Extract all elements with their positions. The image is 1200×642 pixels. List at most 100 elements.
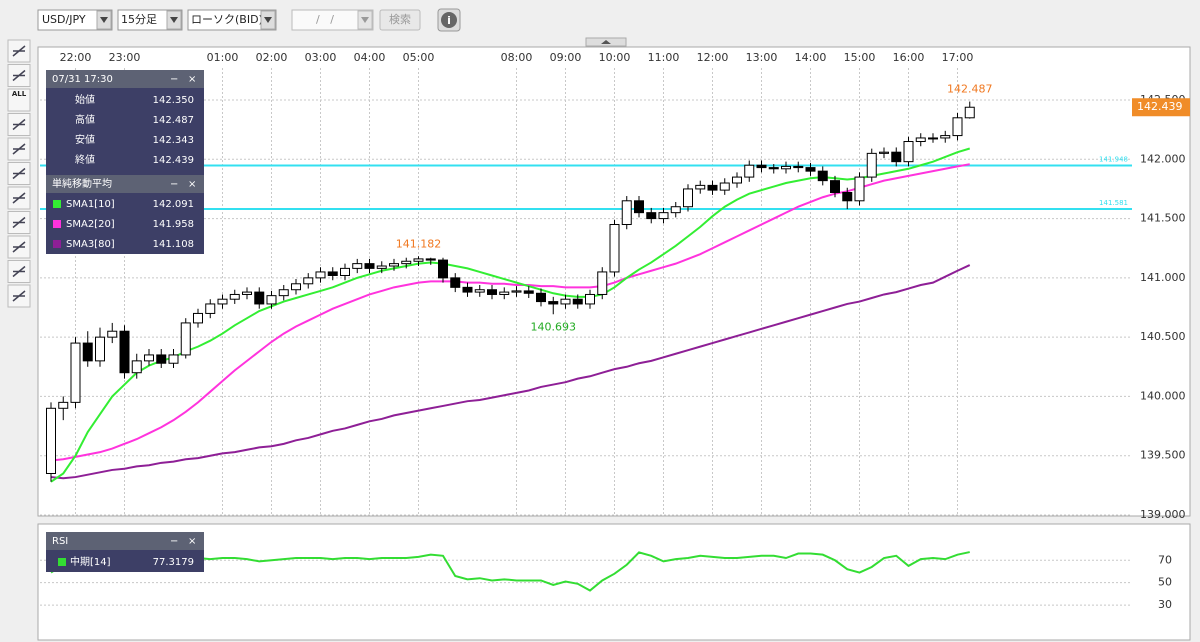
candle-body [536, 292, 546, 303]
panel-header [46, 532, 204, 550]
y-tick-label: 140.000 [1140, 389, 1186, 402]
x-tick-label: 05:00 [403, 51, 435, 64]
y-tick-label: 70 [1158, 553, 1172, 566]
candle-body [107, 330, 118, 338]
x-tick-label: 09:00 [550, 51, 582, 64]
candle-body [46, 407, 56, 475]
sma-line [50, 264, 971, 480]
date-input[interactable] [291, 9, 374, 31]
candle-body [340, 267, 350, 276]
y-tick-label: 50 [1158, 576, 1172, 589]
minimize-button[interactable]: − [170, 179, 178, 190]
candle-body [879, 151, 889, 154]
x-tick-label: 13:00 [746, 51, 778, 64]
tool-button[interactable] [7, 88, 31, 112]
candle-body [131, 360, 142, 374]
minimize-button[interactable]: − [170, 536, 178, 547]
candle-body [732, 176, 742, 184]
candle-body [278, 289, 289, 297]
symbol-select[interactable] [37, 9, 113, 31]
main-plot: 22:00 23:00 01:00 02:00 03:00 04:00 05:00 08:00… [40, 51, 1190, 521]
arrow-icon [264, 17, 272, 23]
candle-body [964, 106, 975, 119]
candle-body [217, 298, 228, 305]
legend-swatch [53, 200, 61, 208]
candle-body [119, 330, 130, 374]
y-tick-label: 30 [1158, 598, 1172, 611]
panel-title: 単純移動平均 [52, 177, 112, 190]
candle-body [597, 271, 608, 295]
candle-body [327, 271, 338, 276]
x-tick-label: 04:00 [354, 51, 386, 64]
minimize-button[interactable]: − [170, 74, 178, 85]
candle-body [401, 260, 412, 265]
arrow-icon [170, 17, 178, 23]
candle-body [756, 164, 767, 169]
candle-body [940, 135, 951, 139]
candle-body [695, 184, 706, 190]
low-annotation: 140.693 [531, 320, 577, 333]
current-price-box [1132, 98, 1190, 117]
candle-body [82, 342, 93, 362]
candle-body [658, 212, 669, 220]
close-button[interactable]: × [188, 74, 196, 85]
legend-value: 142.091 [153, 199, 194, 210]
candle-body [560, 298, 571, 305]
row-label: 高値 [75, 113, 95, 126]
timeframe-select[interactable] [117, 9, 183, 31]
info-glyph: i [447, 14, 451, 27]
candle-body [634, 200, 644, 214]
candle-body [438, 259, 448, 279]
candle-body [646, 212, 657, 220]
panel-title: 07/31 17:30 [52, 74, 113, 85]
candle-body [58, 401, 69, 409]
y-tick-label: 139.500 [1140, 449, 1186, 462]
arrow-icon [100, 17, 108, 23]
close-button[interactable]: × [188, 179, 196, 190]
candle-body [193, 312, 203, 324]
candle-body [548, 301, 559, 305]
row-value: 142.439 [153, 155, 194, 166]
candle-body [621, 200, 632, 226]
candle-body [768, 167, 779, 170]
row-label: 安値 [75, 133, 95, 146]
tool-icon [12, 143, 26, 155]
candle-body [487, 289, 497, 295]
candle-body [474, 289, 485, 293]
row-value: 142.343 [153, 135, 194, 146]
tool-column: ALL [7, 39, 31, 308]
candle-body [303, 277, 314, 285]
tool-icon [12, 118, 26, 131]
candle-body [144, 354, 154, 362]
panel-body [46, 70, 204, 254]
candle-body [376, 265, 387, 269]
row-label: 終値 [75, 153, 95, 166]
row-value: 142.350 [153, 95, 194, 106]
x-tick-label: 12:00 [697, 51, 729, 64]
rsi-plot: 30 50 70 [40, 551, 1172, 611]
candle-body [95, 336, 105, 362]
x-tick-label: 11:00 [648, 51, 680, 64]
candle-body [523, 290, 534, 294]
x-tick-label: 17:00 [942, 51, 974, 64]
candle-body [830, 180, 840, 193]
search-button[interactable] [379, 9, 421, 31]
candle-body [462, 286, 473, 293]
candle-body [854, 176, 865, 202]
high-annotation: 142.487 [947, 83, 993, 96]
all-label: ALL [12, 90, 27, 98]
rsi-line [50, 551, 970, 592]
tool-icon [12, 241, 26, 253]
candle-body [450, 277, 461, 288]
chart-type-select[interactable] [187, 9, 277, 31]
y-tick-label: 139.000 [1140, 508, 1186, 521]
candle-body [364, 263, 375, 269]
close-button[interactable]: × [188, 536, 196, 547]
candle-body [70, 342, 81, 403]
info-panel: 07/31 17:30 − × 始値 142.350 高値 142.487 安値… [46, 70, 204, 254]
sma-line [50, 163, 970, 462]
candle-body [205, 303, 216, 314]
candle-body [352, 263, 363, 269]
candle-body [891, 151, 902, 163]
